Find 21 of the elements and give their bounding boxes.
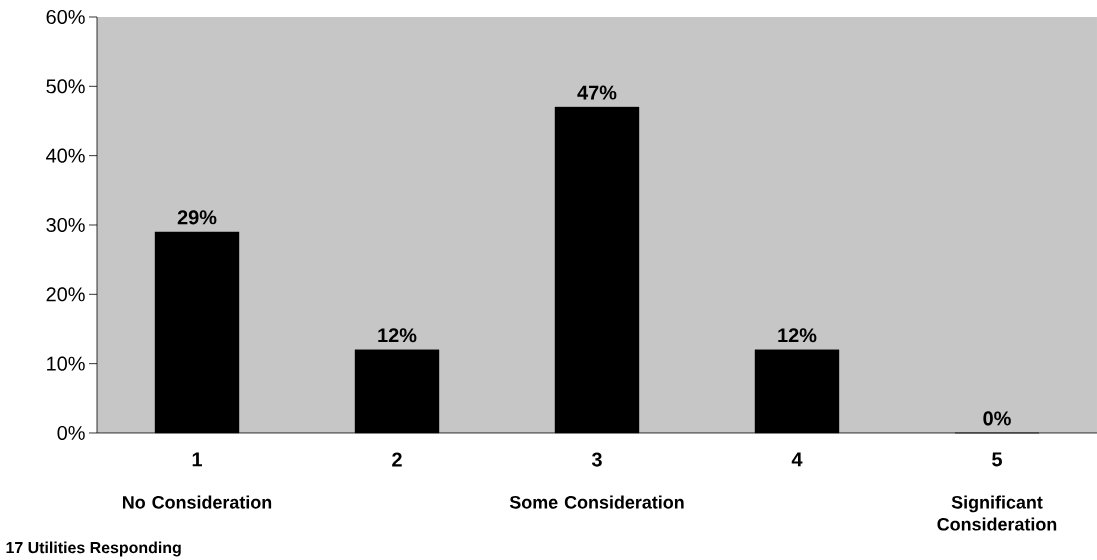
y-tick-label: 50% <box>46 79 85 94</box>
data-label: 12% <box>778 328 817 343</box>
data-label: 0% <box>983 411 1011 426</box>
y-tick-label: 30% <box>46 217 85 233</box>
y-tick-label: 10% <box>47 356 85 371</box>
x-tick-label: 5 <box>992 452 1002 467</box>
data-label: 12% <box>378 328 417 343</box>
x-tick-label: 1 <box>192 452 202 467</box>
data-label: 47% <box>577 85 617 100</box>
y-tick-label: 40% <box>46 148 85 163</box>
text: Some Consideration <box>509 495 684 509</box>
y-tick-label: 0% <box>57 425 85 441</box>
y-tick-label: 20% <box>46 287 85 302</box>
x-tick-label: 2 <box>392 452 402 467</box>
text: Significant Consideration <box>937 495 1057 531</box>
text: No Consideration <box>122 495 272 509</box>
data-label: 29% <box>177 210 217 225</box>
x-tick-label: 3 <box>591 452 602 467</box>
x-tick-label: 4 <box>791 452 803 467</box>
text: 17 Utilities Responding <box>6 541 181 557</box>
y-tick-label: 60% <box>46 9 85 25</box>
